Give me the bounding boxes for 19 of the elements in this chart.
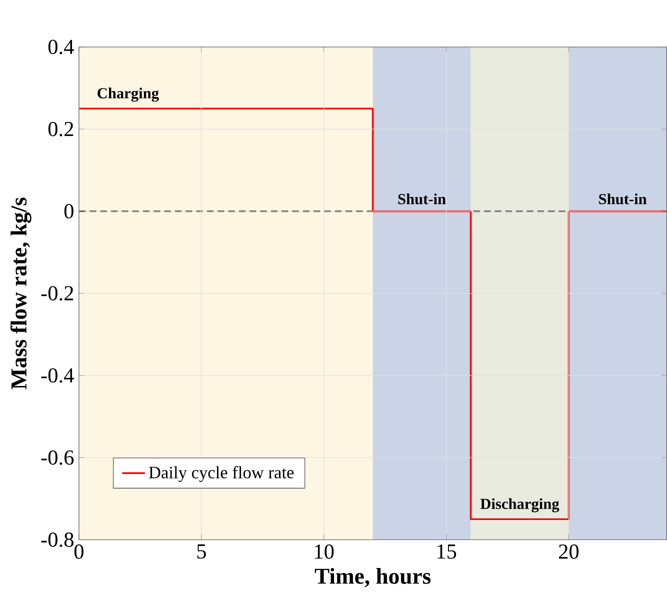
- y-tick-label: 0.2: [48, 122, 74, 136]
- x-tick-label: 0: [74, 544, 84, 559]
- y-tick-label: -0.4: [41, 368, 74, 383]
- y-tick-label: -0.8: [41, 532, 74, 548]
- annotation: Charging: [98, 88, 159, 102]
- y-tick-label: 0.4: [48, 40, 74, 54]
- y-axis-title: Mass flow rate, kg/s: [10, 198, 32, 390]
- annotation: Discharging: [480, 498, 560, 512]
- y-tick-label: 0: [64, 204, 74, 219]
- x-tick-label: 15: [438, 544, 456, 559]
- x-axis-title: Time, hours: [314, 568, 431, 588]
- y-tick-label: -0.2: [41, 286, 74, 301]
- annotation: Shut-in: [398, 194, 446, 204]
- annotation: Shut-in: [599, 194, 647, 204]
- x-tick-label: 5: [197, 544, 206, 559]
- x-tick-label: 20: [558, 544, 579, 559]
- y-tick-label: -0.6: [41, 450, 74, 465]
- x-tick-label: 10: [315, 544, 334, 559]
- legend-label: Daily cycle flow rate: [148, 466, 294, 482]
